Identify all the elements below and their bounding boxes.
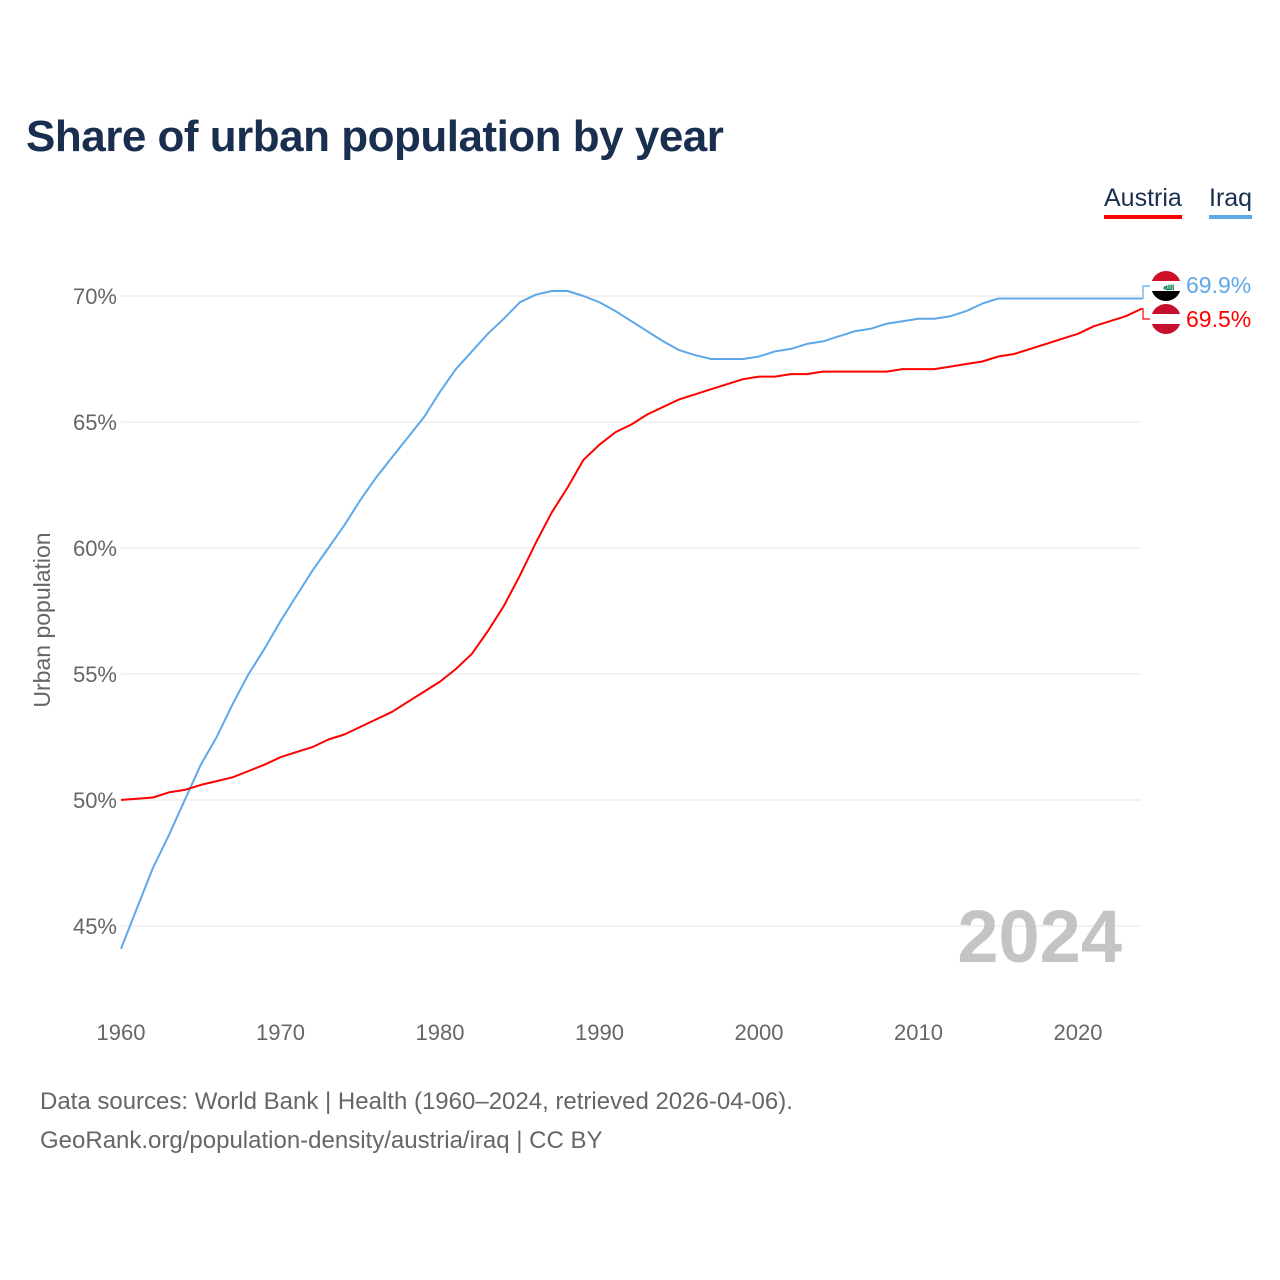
end-label-connector [1141, 285, 1150, 300]
footer-sources: Data sources: World Bank | Health (1960–… [40, 1088, 793, 1115]
x-tick-label: 1960 [97, 1020, 146, 1045]
iraq-end-label: 69.9% [1186, 272, 1251, 298]
x-tick-label: 1980 [416, 1020, 465, 1045]
austria-end-label: 69.5% [1186, 306, 1251, 332]
y-tick-label: 55% [73, 662, 117, 687]
x-tick-label: 1990 [575, 1020, 624, 1045]
footer-attribution: GeoRank.org/population-density/austria/i… [40, 1127, 603, 1154]
iraq-flag-icon: ﷲ [1151, 271, 1181, 301]
series-line-iraq [120, 290, 1142, 950]
legend-austria[interactable]: Austria [1104, 184, 1182, 219]
austria-flag-icon [1151, 304, 1181, 334]
y-tick-label: 65% [73, 410, 117, 435]
year-watermark: 2024 [957, 895, 1122, 978]
x-tick-label: 2000 [735, 1020, 784, 1045]
x-tick-label: 2010 [894, 1020, 943, 1045]
series-line-austria [120, 307, 1143, 801]
chart-title: Share of urban population by year [26, 112, 724, 161]
x-tick-label: 2020 [1054, 1020, 1103, 1045]
end-label-connector [1141, 308, 1150, 320]
y-axis-label: Urban population [29, 532, 55, 707]
y-tick-label: 50% [73, 788, 117, 813]
y-tick-label: 45% [73, 914, 117, 939]
x-tick-label: 1970 [256, 1020, 305, 1045]
y-tick-label: 60% [73, 536, 117, 561]
y-tick-label: 70% [73, 284, 117, 309]
legend-iraq[interactable]: Iraq [1209, 184, 1253, 219]
